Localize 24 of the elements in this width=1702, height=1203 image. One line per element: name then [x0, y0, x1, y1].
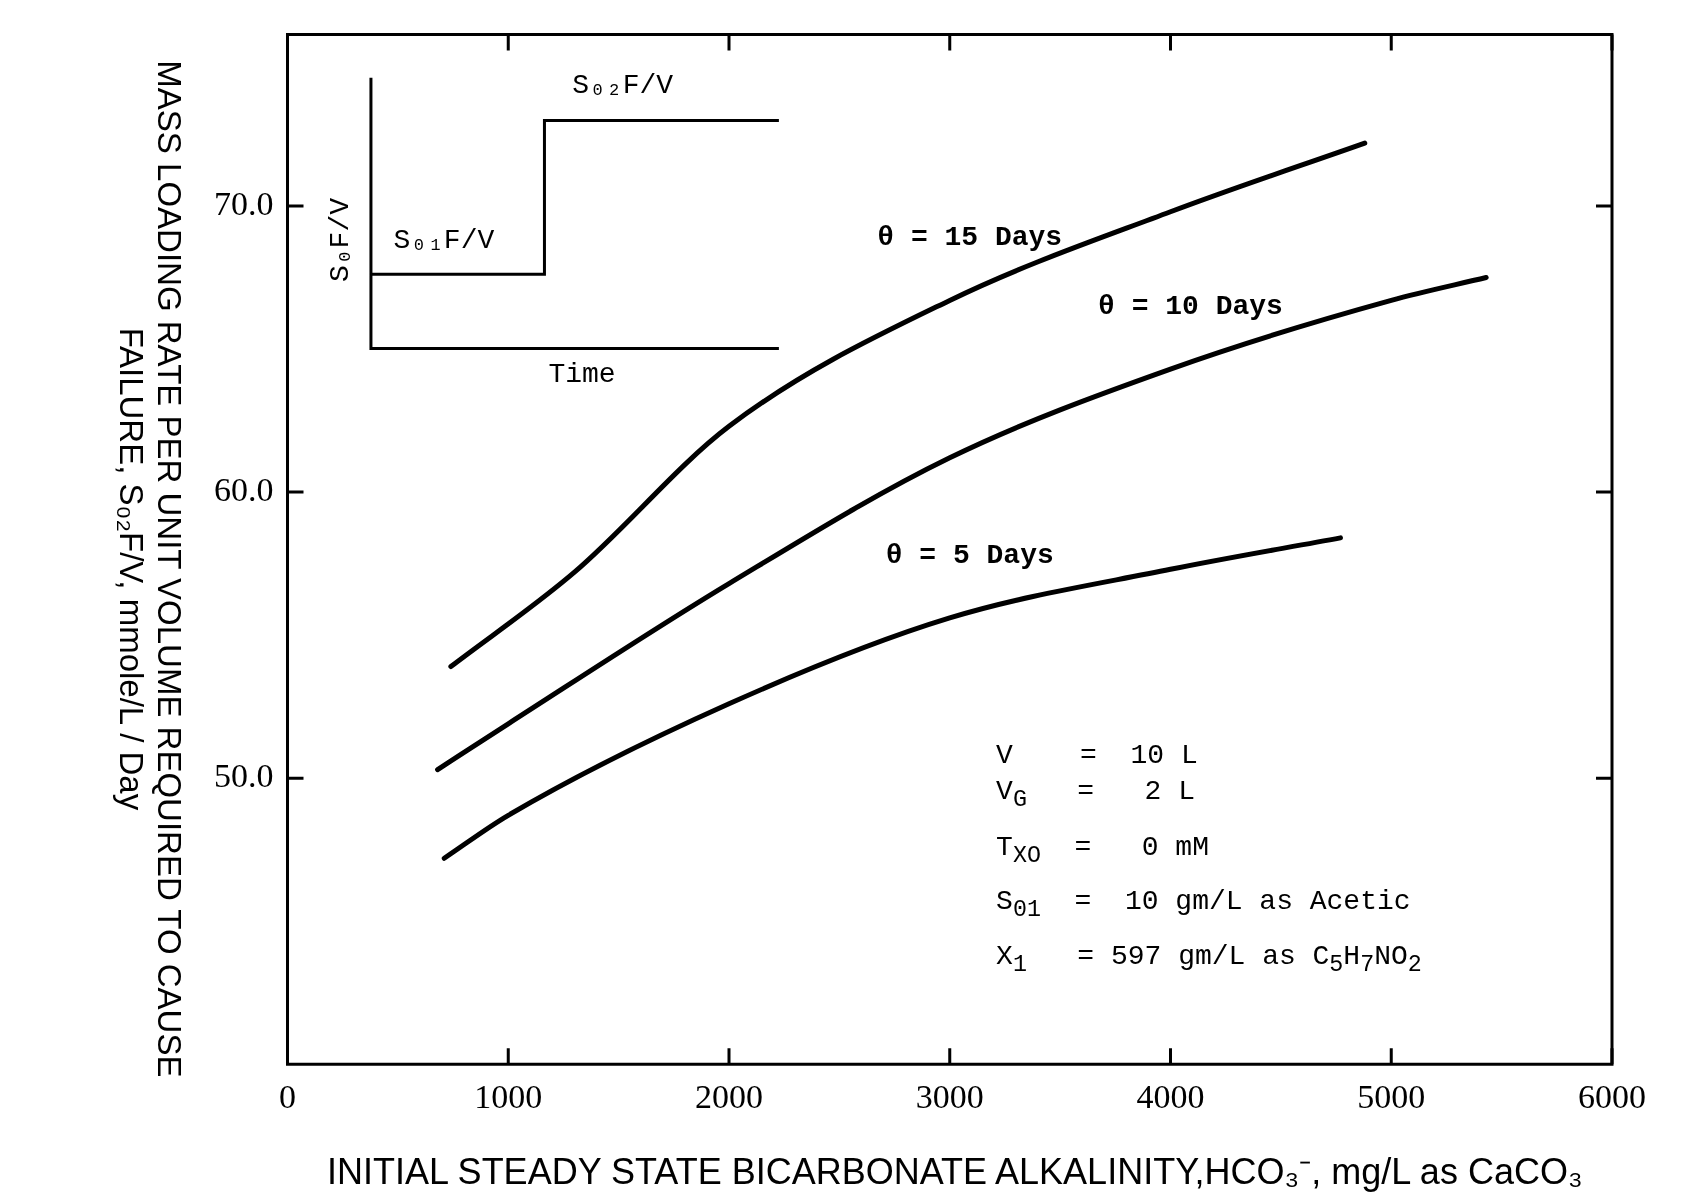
text: T$_{XO}$ = 0 mM	[996, 832, 1209, 870]
series-label: θ = 15 Days	[877, 222, 1063, 254]
annotation: V = 10 L	[996, 739, 1198, 771]
series-label: θ = 10 Days	[1098, 291, 1283, 323]
annotation: S₀₂F/V	[572, 70, 674, 102]
text: X$_{1}$ = 597 gm/L as C$_{5}$H$_{7}$NO$_{2}$	[996, 940, 1422, 978]
x-tick-label: 6000	[1578, 1077, 1646, 1115]
y-tick-label: 70.0	[214, 184, 274, 222]
x-tick-label: 4000	[1136, 1077, 1205, 1115]
annotation: Time	[548, 358, 616, 390]
y-tick-label: 60.0	[214, 471, 274, 509]
text: V$_{G}$ = 2 L	[996, 775, 1195, 813]
y-tick-label: 50.0	[214, 757, 274, 795]
x-tick-label: 1000	[474, 1077, 543, 1115]
x-tick-label: 0	[279, 1077, 296, 1115]
series-label: θ = 5 Days	[885, 539, 1054, 571]
y-axis-title: MASS LOADING RATE PER UNIT VOLUME REQUIRED TO CAUSE FAILURE, S₀₂F/V, mmole/L / Day	[111, 59, 188, 1080]
annotation: S₀F/V	[324, 197, 356, 282]
x-tick-label: 2000	[695, 1077, 763, 1115]
x-tick-label: 3000	[915, 1077, 984, 1115]
x-axis-title: INITIAL STEADY STATE BICARBONATE ALKALINITY,HCO₃⁻, mg/L as CaCO₃	[325, 1150, 1584, 1195]
x-tick-label: 5000	[1357, 1077, 1426, 1115]
text: S$_{01}$ = 10 gm/L as Acetic	[996, 886, 1411, 923]
annotation: S₀₁F/V	[393, 224, 495, 256]
